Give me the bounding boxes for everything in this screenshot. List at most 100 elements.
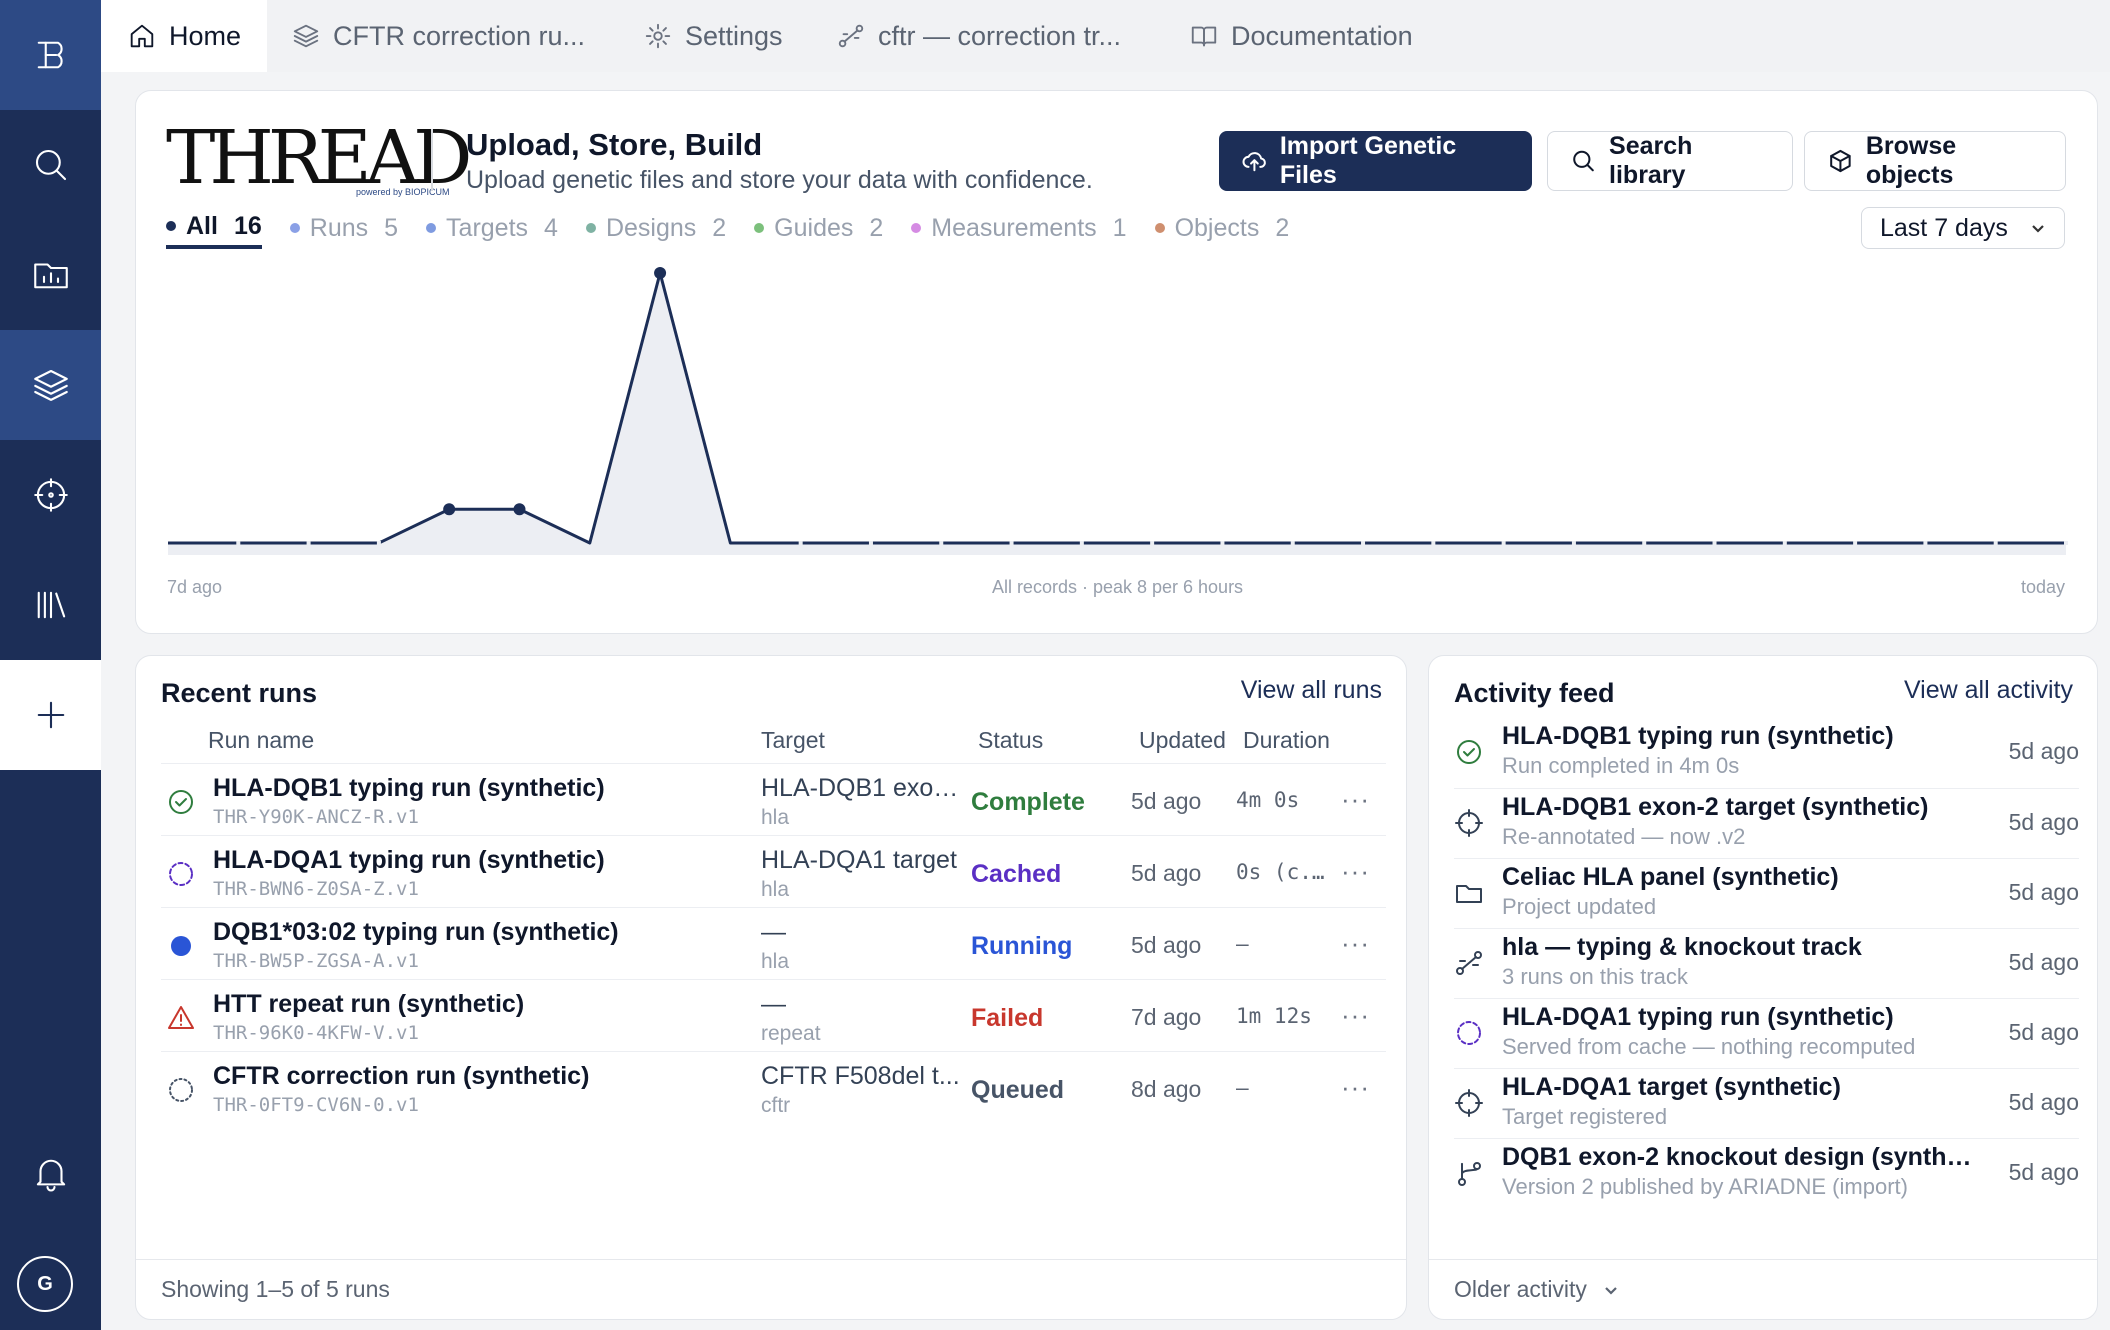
run-duration: 1m 12s xyxy=(1236,1004,1312,1028)
activity-subtitle: Run completed in 4m 0s xyxy=(1502,753,1740,778)
layers-icon xyxy=(293,24,319,48)
activity-item[interactable]: HLA-DQA1 target (synthetic) Target regis… xyxy=(1454,1068,2079,1138)
activity-time: 5d ago xyxy=(2008,738,2079,764)
tab-cftr-track[interactable]: cftr — correction tr... xyxy=(836,0,1121,72)
run-name[interactable]: CFTR correction run (synthetic) xyxy=(213,1062,590,1090)
filter-dot xyxy=(289,223,300,233)
run-name[interactable]: HLA-DQB1 typing run (synthetic) xyxy=(213,774,605,802)
table-row[interactable]: HLA-DQB1 typing run (synthetic) THR-Y90K… xyxy=(161,763,1386,835)
filter-count: 1 xyxy=(1112,213,1127,242)
activity-item[interactable]: Celiac HLA panel (synthetic) Project upd… xyxy=(1454,858,2079,928)
button-label: Import Genetic Files xyxy=(1279,132,1457,189)
run-duration: 4m 0s xyxy=(1236,788,1300,812)
run-name[interactable]: DQB1*03:02 typing run (synthetic) xyxy=(213,918,619,946)
filter-targets[interactable]: Targets 4 xyxy=(426,207,558,249)
tab-home[interactable]: Home xyxy=(101,0,267,72)
table-row[interactable]: HTT repeat run (synthetic) THR-96K0-4KFW… xyxy=(161,979,1386,1051)
cloud-upload-icon xyxy=(1242,152,1266,172)
folder-icon xyxy=(1454,878,1484,908)
row-more-button[interactable]: ··· xyxy=(1341,856,1370,886)
view-all-runs-link[interactable]: View all runs xyxy=(1240,676,1382,704)
filter-objects[interactable]: Objects 2 xyxy=(1154,207,1289,249)
page-subtitle: Upload genetic files and store your data… xyxy=(466,166,1093,194)
chart-point[interactable] xyxy=(443,503,456,516)
browse-objects-button[interactable]: Browse objects xyxy=(1804,131,2066,191)
row-more-button[interactable]: ··· xyxy=(1341,784,1370,814)
column-header[interactable]: Duration xyxy=(1243,727,1330,753)
run-name[interactable]: HTT repeat run (synthetic) xyxy=(213,990,525,1018)
row-more-button[interactable]: ··· xyxy=(1341,928,1370,958)
search-library-button[interactable]: Search library xyxy=(1547,131,1793,191)
row-more-button[interactable]: ··· xyxy=(1341,1000,1370,1030)
activity-subtitle: 3 runs on this track xyxy=(1502,964,1688,989)
run-name[interactable]: HLA-DQA1 typing run (synthetic) xyxy=(213,846,605,874)
filter-count: 16 xyxy=(233,211,262,240)
chart-series-line xyxy=(168,271,2066,545)
view-all-activity-link[interactable]: View all activity xyxy=(1903,676,2073,704)
dotted-circle-icon xyxy=(167,1076,195,1104)
filter-guides[interactable]: Guides 2 xyxy=(754,207,883,249)
run-id: THR-BW5P-ZGSA-A.v1 xyxy=(213,950,419,972)
dashed-circle-icon xyxy=(1454,1018,1484,1048)
tab-cftr-run[interactable]: CFTR correction ru... xyxy=(291,0,585,72)
status-badge: Queued xyxy=(971,1076,1065,1104)
target-icon[interactable] xyxy=(0,440,101,550)
filter-label: Designs xyxy=(605,213,697,242)
overview-card: THREAD powered by BIOPICUM Upload, Store… xyxy=(135,90,2098,634)
activity-subtitle: Target registered xyxy=(1502,1104,1668,1129)
select-value: Last 7 days xyxy=(1880,213,2008,242)
brand-logo-icon[interactable] xyxy=(0,0,101,110)
folder-chart-icon[interactable] xyxy=(0,220,101,330)
library-icon[interactable] xyxy=(0,550,101,660)
run-duration: – xyxy=(1236,932,1249,956)
branch-icon xyxy=(1454,1158,1484,1188)
activity-item[interactable]: DQB1 exon-2 knockout design (synthetic) … xyxy=(1454,1138,2079,1208)
avatar[interactable]: G xyxy=(17,1256,73,1312)
table-row[interactable]: HLA-DQA1 typing run (synthetic) THR-BWN6… xyxy=(161,835,1386,907)
table-row[interactable]: CFTR correction run (synthetic) THR-0FT9… xyxy=(161,1051,1386,1123)
chart-caption: All records · peak 8 per 6 hours xyxy=(991,577,1244,597)
activity-title: HLA-DQA1 target (synthetic) xyxy=(1502,1073,1841,1101)
time-range-select[interactable]: Last 7 days xyxy=(1861,207,2065,249)
activity-item[interactable]: HLA-DQB1 typing run (synthetic) Run comp… xyxy=(1454,718,2079,788)
filter-designs[interactable]: Designs 2 xyxy=(585,207,727,249)
activity-item[interactable]: hla — typing & knockout track 3 runs on … xyxy=(1454,928,2079,998)
run-id: THR-0FT9-CV6N-0.v1 xyxy=(213,1094,419,1116)
column-header[interactable]: Updated xyxy=(1139,727,1226,753)
activity-time: 5d ago xyxy=(2008,1159,2079,1185)
chart-point[interactable] xyxy=(513,503,526,516)
filter-runs[interactable]: Runs 5 xyxy=(289,207,398,249)
tab-label: Home xyxy=(168,20,241,51)
status-badge: Failed xyxy=(971,1004,1044,1032)
chart-point[interactable] xyxy=(654,267,667,279)
bell-icon[interactable] xyxy=(0,1118,101,1228)
run-updated: 8d ago xyxy=(1131,1076,1202,1102)
tab-bar: Home CFTR correction ru... Settings cftr… xyxy=(101,0,2110,72)
plus-icon[interactable] xyxy=(0,660,101,770)
activity-item[interactable]: HLA-DQB1 exon-2 target (synthetic) Re-an… xyxy=(1454,788,2079,858)
chevron-down-icon xyxy=(1605,1286,1617,1295)
column-header[interactable]: Status xyxy=(978,727,1044,753)
run-updated: 5d ago xyxy=(1131,788,1202,814)
activity-item[interactable]: HLA-DQA1 typing run (synthetic) Served f… xyxy=(1454,998,2079,1068)
layers-icon[interactable] xyxy=(0,330,101,440)
filter-count: 2 xyxy=(869,213,884,242)
older-activity-button[interactable]: Older activity xyxy=(1429,1259,2097,1319)
filter-all[interactable]: All 16 xyxy=(166,207,262,249)
run-duration: – xyxy=(1236,1076,1249,1100)
search-icon[interactable] xyxy=(0,110,101,220)
column-header[interactable]: Run name xyxy=(208,727,315,753)
run-target-group: repeat xyxy=(761,1022,821,1045)
import-genetic-files-button[interactable]: Import Genetic Files xyxy=(1219,131,1532,191)
table-row[interactable]: DQB1*03:02 typing run (synthetic) THR-BW… xyxy=(161,907,1386,979)
filter-measurements[interactable]: Measurements 1 xyxy=(911,207,1127,249)
tab-settings[interactable]: Settings xyxy=(643,0,783,72)
column-header[interactable]: Target xyxy=(761,727,825,753)
status-badge: Cached xyxy=(971,860,1062,888)
tab-documentation[interactable]: Documentation xyxy=(1189,0,1413,72)
card-title: Recent runs xyxy=(161,678,318,708)
activity-title: HLA-DQA1 typing run (synthetic) xyxy=(1502,1003,1894,1031)
filter-count: 2 xyxy=(712,213,727,242)
filter-dot xyxy=(1154,223,1165,233)
row-more-button[interactable]: ··· xyxy=(1341,1072,1370,1102)
